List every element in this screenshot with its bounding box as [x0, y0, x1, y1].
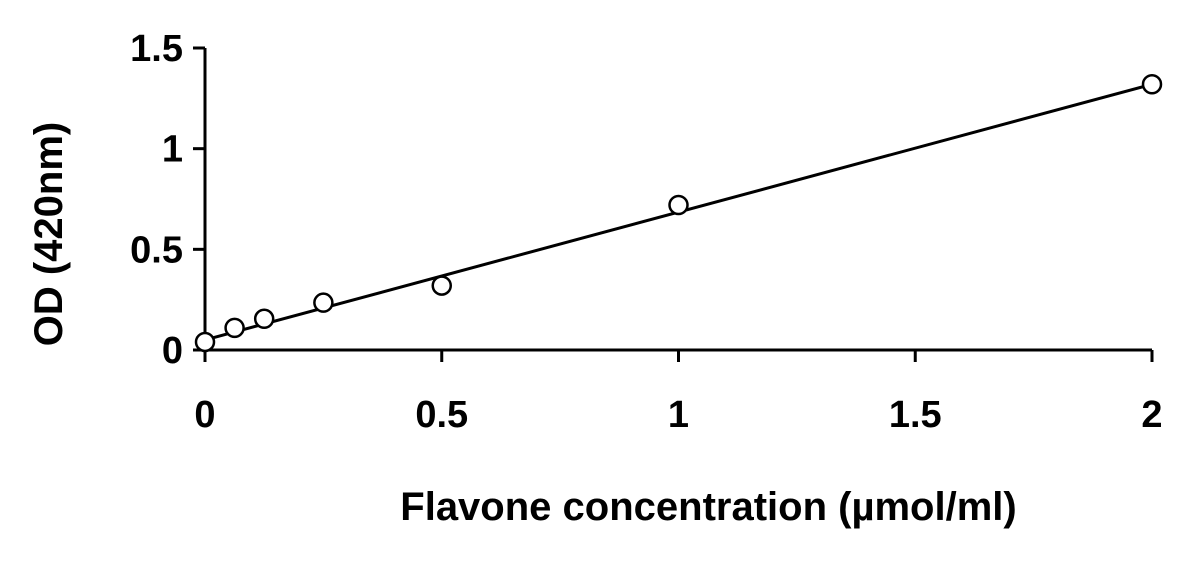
- data-point: [431, 275, 452, 296]
- data-point: [224, 317, 245, 339]
- y-axis-title: OD (420nm): [27, 122, 71, 347]
- data-point: [194, 331, 216, 353]
- x-tick-label: 0: [194, 394, 215, 436]
- y-tick-label: 0.5: [130, 229, 183, 271]
- data-point: [1141, 73, 1163, 95]
- x-tick-label: 2: [1141, 394, 1162, 436]
- x-ticks: 0 0.5 1 1.5 2: [194, 350, 1163, 436]
- data-point: [668, 194, 689, 216]
- data-point: [253, 308, 275, 330]
- y-ticks: 0 0.5 1 1.5: [130, 28, 205, 372]
- y-tick-label: 1.5: [130, 28, 183, 70]
- data-point: [313, 292, 334, 313]
- x-axis-title: Flavone concentration (µmol/ml): [400, 485, 1016, 529]
- x-tick-label: 1.5: [889, 394, 942, 436]
- plot-area: [194, 73, 1163, 353]
- x-tick-label: 0.5: [415, 394, 468, 436]
- y-tick-label: 0: [162, 330, 183, 372]
- x-tick-label: 1: [668, 394, 689, 436]
- y-tick-label: 1: [162, 129, 183, 171]
